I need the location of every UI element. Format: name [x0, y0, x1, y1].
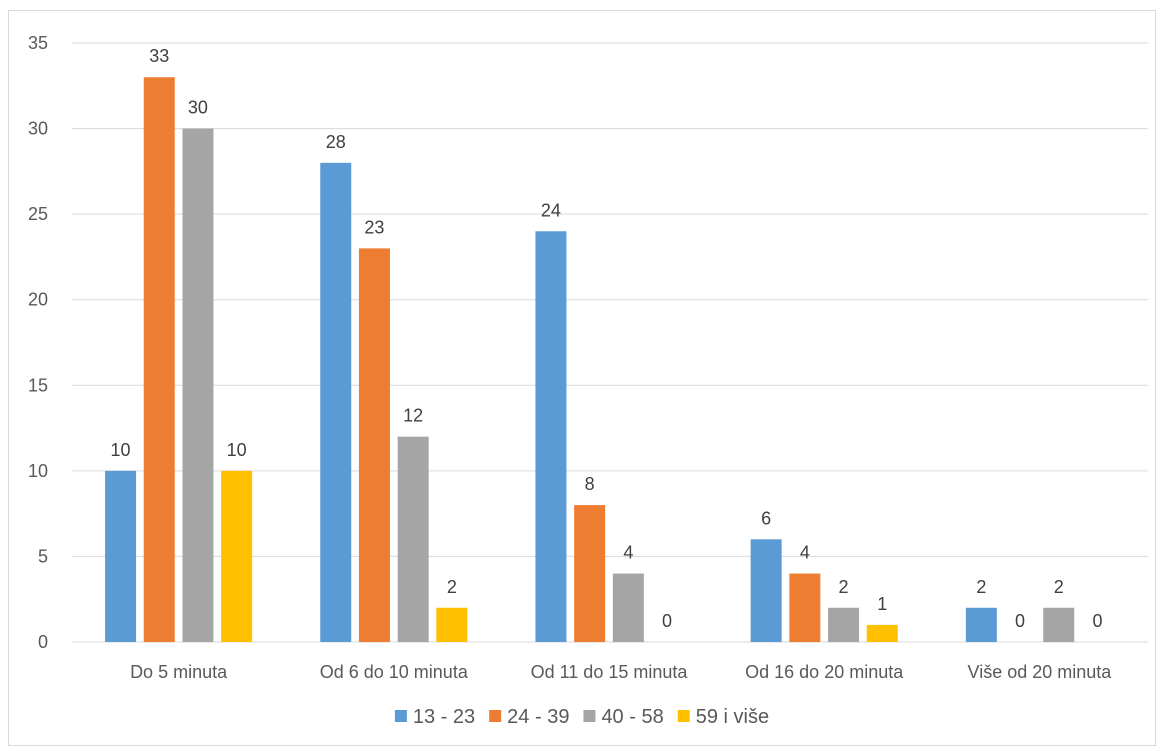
bar-1-2 [143, 77, 175, 642]
x-tick-label: Više od 20 minuta [968, 662, 1113, 682]
x-axis-ticks: Do 5 minuta Od 6 do 10 minuta Od 11 do 15 … [130, 662, 1112, 682]
data-label: 10 [227, 440, 247, 460]
data-label: 2 [447, 577, 457, 597]
bar-4-4 [866, 624, 898, 642]
y-tick-label: 20 [28, 290, 48, 310]
data-label: 1 [877, 594, 887, 614]
y-tick-label: 15 [28, 375, 48, 395]
data-label: 0 [1092, 611, 1102, 631]
legend-item-3: 40 - 58 [583, 706, 664, 728]
data-label: 28 [326, 132, 346, 152]
legend-swatch [394, 710, 407, 722]
data-label: 23 [364, 217, 384, 237]
legend-item-1: 13 - 23 [394, 706, 475, 728]
y-tick-label: 35 [28, 33, 48, 53]
y-tick-label: 30 [28, 119, 48, 139]
bar-3-2 [574, 505, 606, 642]
bar-2-4 [436, 607, 468, 642]
legend-swatch [489, 710, 502, 722]
x-tick-label: Od 6 do 10 minuta [320, 662, 469, 682]
bar-3-1 [535, 231, 567, 642]
data-label: 10 [111, 440, 131, 460]
data-label: 4 [800, 543, 810, 563]
data-label: 12 [403, 406, 423, 426]
data-label: 2 [976, 577, 986, 597]
legend-item-4: 59 i više [677, 706, 769, 728]
bar-2-3 [397, 436, 429, 642]
data-label: 4 [623, 543, 633, 563]
bar-4-1 [750, 539, 782, 642]
data-label: 6 [761, 508, 771, 528]
legend-item-2: 24 - 39 [489, 706, 569, 728]
legend-label: 13 - 23 [413, 706, 475, 728]
legend-label: 59 i više [696, 706, 769, 728]
bar-4-3 [828, 607, 860, 642]
x-tick-label: Od 11 do 15 minuta [531, 662, 689, 682]
bar-2-1 [320, 162, 352, 643]
legend-swatch [677, 710, 690, 722]
y-tick-label: 10 [28, 461, 48, 481]
data-label: 24 [541, 200, 561, 220]
y-tick-label: 0 [38, 632, 48, 652]
bar-2-2 [358, 248, 390, 642]
data-label: 2 [839, 577, 849, 597]
data-label: 2 [1054, 577, 1064, 597]
y-axis-ticks: 0 5 10 15 20 25 30 35 [28, 33, 48, 652]
data-label: 33 [149, 46, 169, 66]
bar-5-3 [1043, 607, 1075, 642]
legend-swatch [583, 710, 596, 722]
legend-label: 40 - 58 [601, 706, 663, 728]
legend: 13 - 23 24 - 39 40 - 58 59 i više [394, 706, 769, 728]
x-tick-label: Do 5 minuta [130, 662, 228, 682]
legend-label: 24 - 39 [507, 706, 569, 728]
bar-1-4 [221, 470, 253, 642]
bar-5-1 [965, 607, 997, 642]
data-label: 0 [1015, 611, 1025, 631]
bar-4-2 [789, 573, 821, 642]
bar-1-1 [105, 470, 137, 642]
y-tick-label: 25 [28, 204, 48, 224]
bar-1-3 [182, 128, 214, 643]
data-label: 0 [662, 611, 672, 631]
data-label: 30 [188, 98, 208, 118]
x-tick-label: Od 16 do 20 minuta [745, 662, 904, 682]
data-label: 8 [585, 474, 595, 494]
bar-3-3 [612, 573, 644, 642]
y-tick-label: 5 [38, 546, 48, 566]
bars [105, 77, 1075, 643]
